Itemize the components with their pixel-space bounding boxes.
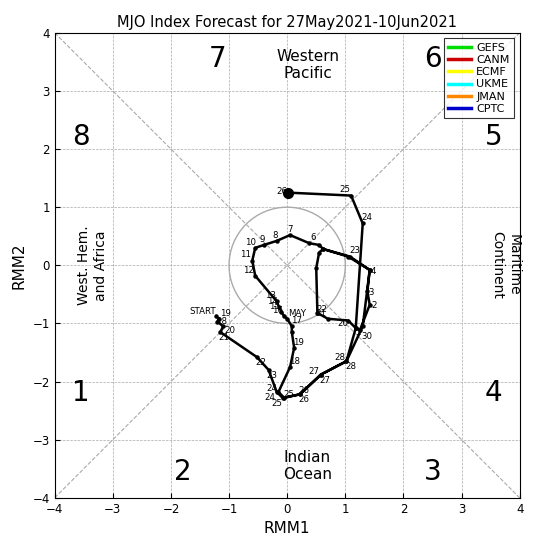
Text: Maritime
Continent: Maritime Continent [490, 231, 520, 299]
Text: Western
Pacific: Western Pacific [276, 49, 339, 81]
Text: 21: 21 [219, 333, 230, 342]
Text: 10: 10 [246, 238, 257, 247]
Text: 6: 6 [424, 45, 441, 73]
Text: 26: 26 [276, 187, 287, 196]
X-axis label: RMM1: RMM1 [264, 521, 311, 536]
Text: 23: 23 [267, 371, 278, 380]
Text: 4: 4 [485, 379, 502, 407]
Text: 7: 7 [287, 225, 293, 234]
Text: 6: 6 [311, 233, 316, 242]
Text: 22: 22 [316, 305, 327, 313]
Legend: GEFS, CANM, ECMF, UKME, JMAN, CPTC: GEFS, CANM, ECMF, UKME, JMAN, CPTC [444, 38, 514, 118]
Text: 18: 18 [289, 357, 300, 366]
Text: 20: 20 [337, 319, 348, 328]
Text: 26: 26 [299, 387, 310, 395]
Text: 25: 25 [271, 399, 283, 408]
Text: 25: 25 [283, 390, 294, 399]
Text: Indian
Ocean: Indian Ocean [283, 450, 332, 482]
Text: West. Hem.
and Africa: West. Hem. and Africa [77, 225, 108, 305]
Text: 1: 1 [354, 328, 360, 337]
Y-axis label: RMM2: RMM2 [12, 242, 27, 289]
Text: 3: 3 [369, 288, 374, 297]
Text: 28: 28 [334, 353, 345, 362]
Text: 24: 24 [265, 393, 276, 402]
Text: 9: 9 [260, 235, 265, 244]
Text: 14: 14 [267, 297, 278, 306]
Text: 13: 13 [265, 291, 276, 300]
Text: 3: 3 [423, 458, 441, 486]
Title: MJO Index Forecast for 27May2021-10Jun2021: MJO Index Forecast for 27May2021-10Jun20… [117, 15, 457, 30]
Text: 5: 5 [485, 124, 502, 152]
Text: 24: 24 [362, 213, 373, 222]
Text: 4: 4 [371, 266, 376, 276]
Text: 8: 8 [272, 231, 278, 240]
Text: 19: 19 [293, 337, 304, 347]
Text: 20: 20 [224, 327, 235, 335]
Text: 26: 26 [299, 395, 310, 404]
Text: 30: 30 [362, 331, 373, 341]
Text: 16: 16 [272, 306, 283, 315]
Text: 2: 2 [371, 301, 376, 311]
Text: 19: 19 [220, 309, 231, 318]
Text: MAY: MAY [288, 309, 306, 318]
Text: START: START [190, 307, 216, 316]
Text: 12: 12 [243, 266, 254, 275]
Text: 1: 1 [72, 379, 90, 407]
Text: 27: 27 [309, 366, 319, 376]
Text: 7: 7 [208, 45, 226, 73]
Text: 11: 11 [240, 251, 251, 259]
Text: 2: 2 [174, 458, 191, 486]
Text: 23: 23 [350, 246, 360, 255]
Text: 18: 18 [216, 317, 226, 326]
Text: 22: 22 [256, 358, 267, 367]
Text: 27: 27 [319, 376, 331, 385]
Text: 24: 24 [266, 384, 277, 393]
Text: 21: 21 [316, 309, 327, 318]
Text: 8: 8 [72, 124, 90, 152]
Text: 15: 15 [269, 301, 280, 311]
Text: 28: 28 [345, 362, 356, 371]
Text: 17: 17 [290, 316, 301, 325]
Text: 25: 25 [339, 185, 350, 194]
